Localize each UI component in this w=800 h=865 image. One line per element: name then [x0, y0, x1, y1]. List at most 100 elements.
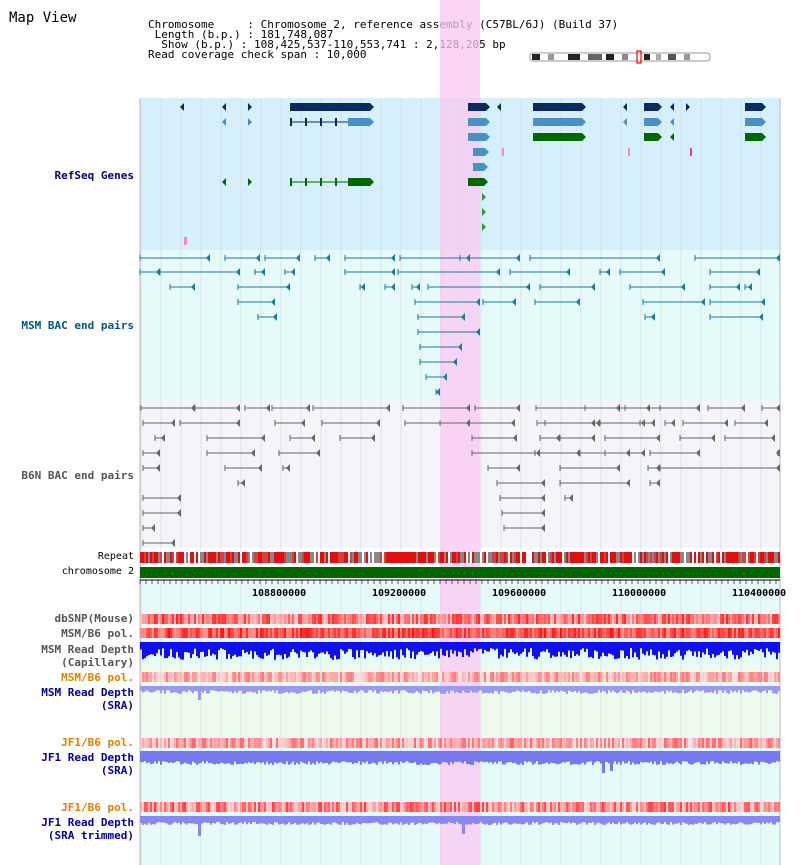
heat-cell [256, 802, 258, 812]
depth-bar [438, 751, 440, 765]
depth-bar [152, 642, 154, 655]
heat-cell [466, 802, 468, 812]
b6n-bac-pair-arrow [156, 449, 160, 457]
depth-bar [682, 686, 684, 691]
depth-bar [776, 816, 778, 823]
depth-bar [588, 816, 590, 823]
msm-bac-pairs[interactable] [139, 254, 780, 396]
depth-bar [776, 686, 778, 694]
depth-bar [390, 642, 392, 652]
heat-cell [424, 672, 426, 682]
repeat-segment [548, 552, 550, 563]
depth-bar [172, 686, 174, 693]
heat-cell [522, 672, 524, 682]
depth-bar [422, 642, 424, 652]
heat-cell [656, 802, 658, 812]
heat-cell [690, 802, 692, 812]
refseq-genes[interactable] [180, 103, 766, 245]
depth-bar [448, 751, 450, 765]
heat-cell [716, 802, 718, 812]
heat-cell [222, 672, 224, 682]
heat-cell [704, 628, 706, 638]
depth-bar [510, 751, 512, 763]
heat-cell [774, 738, 776, 748]
depth-bar [224, 751, 226, 764]
depth-bar [694, 686, 696, 692]
depth-bar [550, 642, 552, 658]
depth-bar [562, 751, 564, 763]
b6n-bac-pair-arrow [656, 434, 660, 442]
heat-cell [464, 738, 466, 748]
heat-cell [230, 628, 232, 638]
depth-bar [574, 751, 576, 765]
depth-bar [652, 642, 654, 655]
repeat-segment [296, 552, 298, 563]
depth-bar [334, 686, 336, 692]
heat-cell [556, 802, 558, 812]
b6n-bac-pair-arrow [156, 464, 160, 472]
heat-cell [480, 738, 482, 748]
jf1-depth-trimmed-label: JF1 Read Depth (SRA trimmed) [0, 816, 134, 842]
depth-bar [746, 751, 748, 764]
msm-bac-pair-arrow [526, 283, 530, 291]
heat-cell [770, 628, 772, 638]
heat-cell [536, 628, 538, 638]
heat-cell [528, 738, 530, 748]
heat-cell [704, 738, 706, 748]
polymorphism-tracks[interactable] [140, 614, 780, 836]
repeat-track[interactable] [140, 552, 780, 563]
heat-cell [480, 672, 482, 682]
heat-cell [506, 738, 508, 748]
b6n-bac-pairs[interactable] [140, 404, 780, 547]
depth-bar [586, 816, 588, 825]
repeat-segment [660, 552, 662, 563]
b6n-bac-pair-arrow [576, 449, 580, 457]
depth-bar [538, 686, 540, 694]
heat-cell [372, 614, 374, 624]
depth-bar [748, 642, 750, 656]
depth-bar [246, 751, 248, 764]
heat-cell [764, 738, 766, 748]
heat-cell [156, 614, 158, 624]
heat-cell [504, 628, 506, 638]
chromosome-ideogram[interactable] [529, 50, 711, 64]
depth-bar [438, 642, 440, 659]
depth-bar [206, 642, 208, 657]
depth-bar [154, 686, 156, 692]
heat-cell [474, 672, 476, 682]
depth-bar [188, 642, 190, 653]
heat-cell [358, 614, 360, 624]
depth-bar [286, 751, 288, 762]
b6n-bac-pair-arrow [696, 449, 700, 457]
heat-cell [724, 802, 726, 812]
depth-bar [156, 816, 158, 823]
depth-bar [696, 642, 698, 657]
depth-bar [742, 642, 744, 652]
depth-bar [470, 751, 472, 765]
heat-cell [212, 614, 214, 624]
heat-cell [218, 738, 220, 748]
repeat-label: Repeat [97, 551, 134, 562]
depth-bar [664, 642, 666, 659]
heat-cell [730, 802, 732, 812]
heat-cell [286, 614, 288, 624]
heat-cell [680, 628, 682, 638]
heat-cell [568, 672, 570, 682]
b6n-bac-pair-arrow [261, 434, 265, 442]
repeat-segment [402, 552, 404, 563]
heat-cell [320, 628, 322, 638]
repeat-segment [748, 552, 750, 563]
heat-cell [646, 628, 648, 638]
depth-bar [498, 686, 500, 694]
depth-bar [278, 686, 280, 694]
heat-cell [416, 738, 418, 748]
heat-cell [446, 614, 448, 624]
highlight-region[interactable] [440, 0, 480, 865]
repeat-segment [386, 552, 388, 563]
heat-cell [542, 672, 544, 682]
depth-bar [762, 686, 764, 692]
depth-bar [262, 642, 264, 659]
depth-bar [546, 816, 548, 823]
depth-bar [166, 816, 168, 824]
